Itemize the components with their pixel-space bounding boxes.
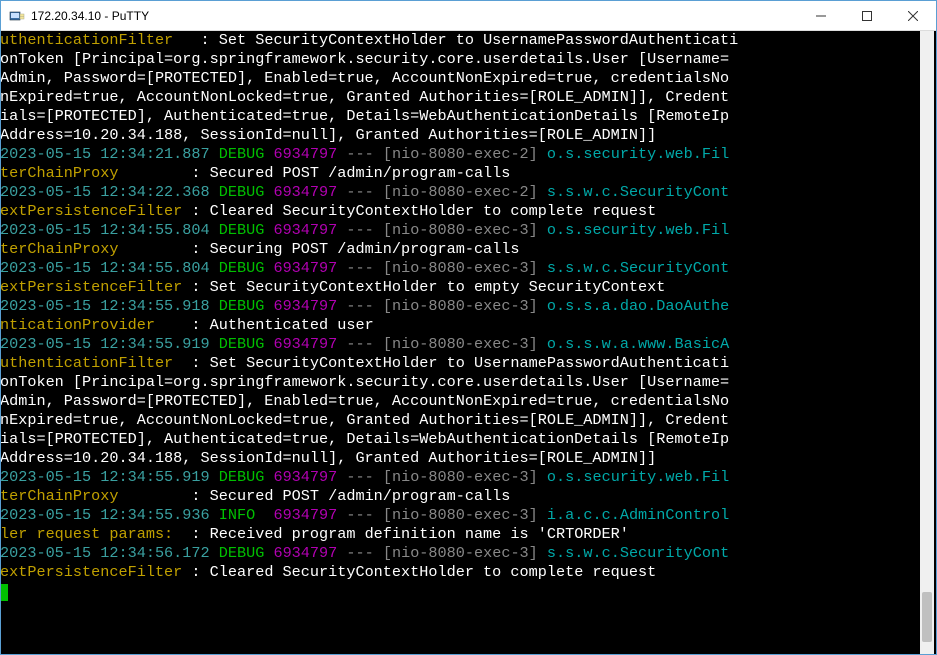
terminal-area: uthenticationFilter : Set SecurityContex… bbox=[1, 31, 936, 654]
log-line: ials=[PROTECTED], Authenticated=true, De… bbox=[1, 107, 936, 126]
log-line: 2023-05-15 12:34:55.936 INFO 6934797 ---… bbox=[1, 506, 936, 525]
maximize-button[interactable] bbox=[844, 1, 890, 30]
scrollbar-track[interactable] bbox=[920, 31, 934, 654]
log-line: Admin, Password=[PROTECTED], Enabled=tru… bbox=[1, 69, 936, 88]
terminal-output[interactable]: uthenticationFilter : Set SecurityContex… bbox=[1, 31, 936, 654]
log-line: 2023-05-15 12:34:55.804 DEBUG 6934797 --… bbox=[1, 259, 936, 278]
log-line: 2023-05-15 12:34:55.918 DEBUG 6934797 --… bbox=[1, 297, 936, 316]
titlebar[interactable]: 172.20.34.10 - PuTTY bbox=[1, 1, 936, 31]
log-line: nExpired=true, AccountNonLocked=true, Gr… bbox=[1, 88, 936, 107]
window-title: 172.20.34.10 - PuTTY bbox=[31, 9, 798, 23]
putty-icon bbox=[9, 8, 25, 24]
log-line: 2023-05-15 12:34:22.368 DEBUG 6934797 --… bbox=[1, 183, 936, 202]
log-line: 2023-05-15 12:34:56.172 DEBUG 6934797 --… bbox=[1, 544, 936, 563]
log-line: ler request params: : Received program d… bbox=[1, 525, 936, 544]
log-line: extPersistenceFilter : Cleared SecurityC… bbox=[1, 563, 936, 582]
log-line: 2023-05-15 12:34:55.919 DEBUG 6934797 --… bbox=[1, 468, 936, 487]
log-line: onToken [Principal=org.springframework.s… bbox=[1, 50, 936, 69]
close-button[interactable] bbox=[890, 1, 936, 30]
log-line: 2023-05-15 12:34:55.804 DEBUG 6934797 --… bbox=[1, 221, 936, 240]
log-line: extPersistenceFilter : Set SecurityConte… bbox=[1, 278, 936, 297]
log-line: uthenticationFilter : Set SecurityContex… bbox=[1, 31, 936, 50]
putty-window: 172.20.34.10 - PuTTY uthenticationFilter… bbox=[0, 0, 937, 655]
log-line: nExpired=true, AccountNonLocked=true, Gr… bbox=[1, 411, 936, 430]
log-line: terChainProxy : Securing POST /admin/pro… bbox=[1, 240, 936, 259]
log-line: terChainProxy : Secured POST /admin/prog… bbox=[1, 487, 936, 506]
log-line: 2023-05-15 12:34:55.919 DEBUG 6934797 --… bbox=[1, 335, 936, 354]
log-line: 2023-05-15 12:34:21.887 DEBUG 6934797 --… bbox=[1, 145, 936, 164]
log-line: Admin, Password=[PROTECTED], Enabled=tru… bbox=[1, 392, 936, 411]
minimize-button[interactable] bbox=[798, 1, 844, 30]
log-line: terChainProxy : Secured POST /admin/prog… bbox=[1, 164, 936, 183]
scrollbar-thumb[interactable] bbox=[922, 592, 932, 642]
window-controls bbox=[798, 1, 936, 30]
log-line: extPersistenceFilter : Cleared SecurityC… bbox=[1, 202, 936, 221]
log-line: uthenticationFilter : Set SecurityContex… bbox=[1, 354, 936, 373]
terminal-cursor bbox=[1, 584, 8, 601]
cursor-line bbox=[1, 582, 936, 601]
log-line: ials=[PROTECTED], Authenticated=true, De… bbox=[1, 430, 936, 449]
log-line: nticationProvider : Authenticated user bbox=[1, 316, 936, 335]
log-line: Address=10.20.34.188, SessionId=null], G… bbox=[1, 126, 936, 145]
log-line: Address=10.20.34.188, SessionId=null], G… bbox=[1, 449, 936, 468]
log-line: onToken [Principal=org.springframework.s… bbox=[1, 373, 936, 392]
